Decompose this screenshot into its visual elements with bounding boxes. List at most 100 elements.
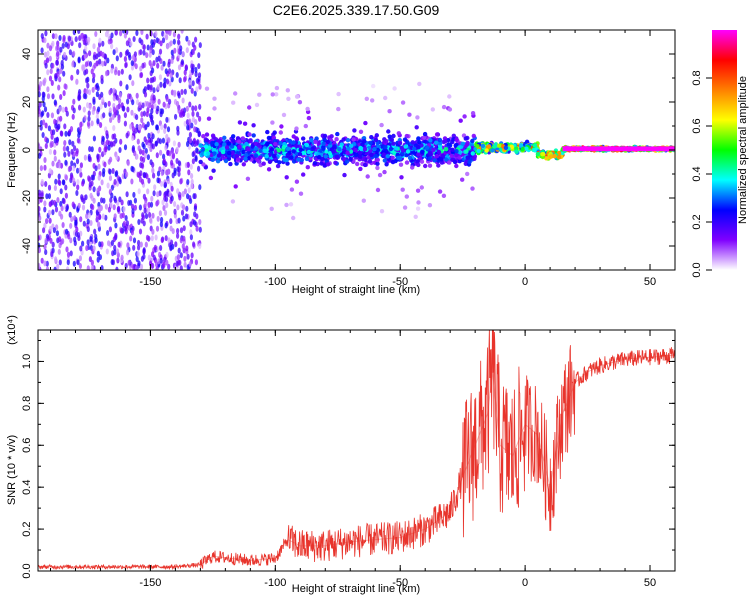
spectrogram-cell (102, 197, 106, 204)
spectrogram-cell (104, 146, 108, 153)
spectrogram-cell (173, 167, 177, 174)
spectrogram-cell (112, 49, 116, 56)
spectrogram-cell (434, 132, 440, 137)
spectrogram-cell (94, 31, 98, 37)
spectrogram-cell (176, 166, 180, 173)
spectrogram-cell (195, 77, 199, 84)
spectrogram-cell (143, 136, 147, 143)
spectrogram-cell (106, 57, 110, 64)
spectrogram-cell (298, 147, 303, 152)
spectrogram-cell (137, 145, 141, 152)
spectrogram-cell (64, 184, 68, 191)
spectrogram-cell (128, 74, 132, 81)
spectrogram-cell (322, 133, 328, 139)
spectrogram-cell (108, 226, 112, 233)
spectrogram-cell (137, 124, 142, 131)
spectrogram-cell (48, 75, 53, 82)
spectrogram-cell (69, 250, 73, 257)
spectrogram-cell (355, 161, 360, 167)
spectrogram-cell (85, 245, 89, 252)
y-tick-label: 20 (21, 96, 33, 108)
spectrogram-cell (187, 187, 191, 194)
spectrogram-cell (179, 178, 183, 185)
spectrogram-cell (342, 146, 347, 151)
spectrogram-cell (145, 173, 149, 180)
spectrogram-cell (100, 265, 104, 270)
spectrogram-cell (177, 217, 181, 224)
spectrogram-cell (447, 160, 452, 165)
spectrogram-cell (38, 152, 42, 159)
spectrogram-cell (191, 151, 195, 158)
spectrogram-cell (144, 213, 149, 220)
spectrogram-cell (164, 190, 168, 197)
spectrogram-cell (197, 165, 201, 172)
spectrogram-cell (242, 121, 248, 126)
spectrogram-cell (72, 260, 76, 267)
spectrogram-cell (180, 30, 184, 34)
spectrogram-cell (389, 137, 394, 142)
spectrogram-cell (503, 145, 509, 150)
spectrogram-cell (66, 266, 70, 270)
spectrogram-cell (269, 206, 274, 211)
spectrogram-cell (44, 136, 48, 143)
x-tick-label: 0 (522, 276, 528, 288)
spectrogram-cell (198, 42, 202, 49)
spectrogram-cell (174, 113, 178, 120)
spectrogram-cell (270, 92, 275, 97)
spectrogram-cell (532, 143, 538, 148)
spectrogram-cell (146, 121, 150, 128)
spectrogram-cell (298, 191, 304, 196)
spectrogram-cell (64, 174, 68, 181)
spectrogram-cell (85, 68, 89, 75)
spectrogram-cell (136, 138, 140, 145)
spectrogram-cell (180, 59, 184, 66)
spectrogram-cell (84, 61, 89, 68)
spectrogram-cell (86, 218, 90, 225)
spectrogram-cell (464, 149, 469, 154)
spectrogram-cell (129, 235, 133, 242)
spectrogram-cell (108, 168, 112, 175)
spectrogram-cell (101, 213, 105, 220)
spectrogram-cell (358, 154, 363, 159)
spectrogram-cell (118, 196, 122, 203)
spectrogram-cell (299, 157, 304, 163)
spectrogram-cell (97, 221, 101, 228)
spectrogram-cell (375, 165, 380, 171)
spectrogram-cell (358, 166, 363, 172)
spectrogram-cell (334, 137, 339, 142)
spectrogram-cell (64, 192, 68, 199)
spectrogram-cell (91, 204, 95, 211)
spectrogram-cell (117, 70, 121, 76)
spectrogram-cell (85, 88, 89, 95)
spectrogram-cell (142, 110, 146, 117)
spectrogram-cell (191, 158, 195, 165)
spectrogram-cell (50, 80, 54, 86)
spectrogram-cell (319, 161, 324, 166)
spectrogram-cell (82, 220, 86, 227)
spectrogram-cell (55, 137, 59, 143)
spectrogram-cell (67, 233, 71, 240)
spectrogram-cell (83, 154, 87, 161)
spectrogram-cell (312, 161, 318, 166)
spectrogram-cell (76, 137, 80, 144)
spectrogram-cell (90, 259, 94, 266)
spectrogram-cell (47, 209, 52, 216)
spectrogram-cell (167, 263, 171, 270)
spectrogram-cell (160, 170, 164, 177)
spectrogram-cell (151, 49, 155, 56)
spectrogram-cell (59, 94, 63, 100)
spectrogram-cell (117, 205, 121, 212)
spectrogram-cell (134, 127, 138, 134)
spectrogram-cell (520, 147, 525, 152)
spectrogram-cell (129, 123, 133, 130)
spectrogram-cell (135, 114, 139, 121)
spectrogram-cell (321, 146, 326, 151)
spectrogram-cell (61, 222, 65, 228)
colorbar-tick-label: 0.4 (691, 166, 703, 181)
spectrogram-cell (184, 64, 188, 71)
spectrogram-cell (150, 39, 154, 46)
spectrogram-cell (57, 84, 61, 91)
spectrogram-cell (84, 45, 88, 52)
spectrogram-cell (220, 149, 226, 155)
spectrogram-cell (336, 106, 341, 112)
